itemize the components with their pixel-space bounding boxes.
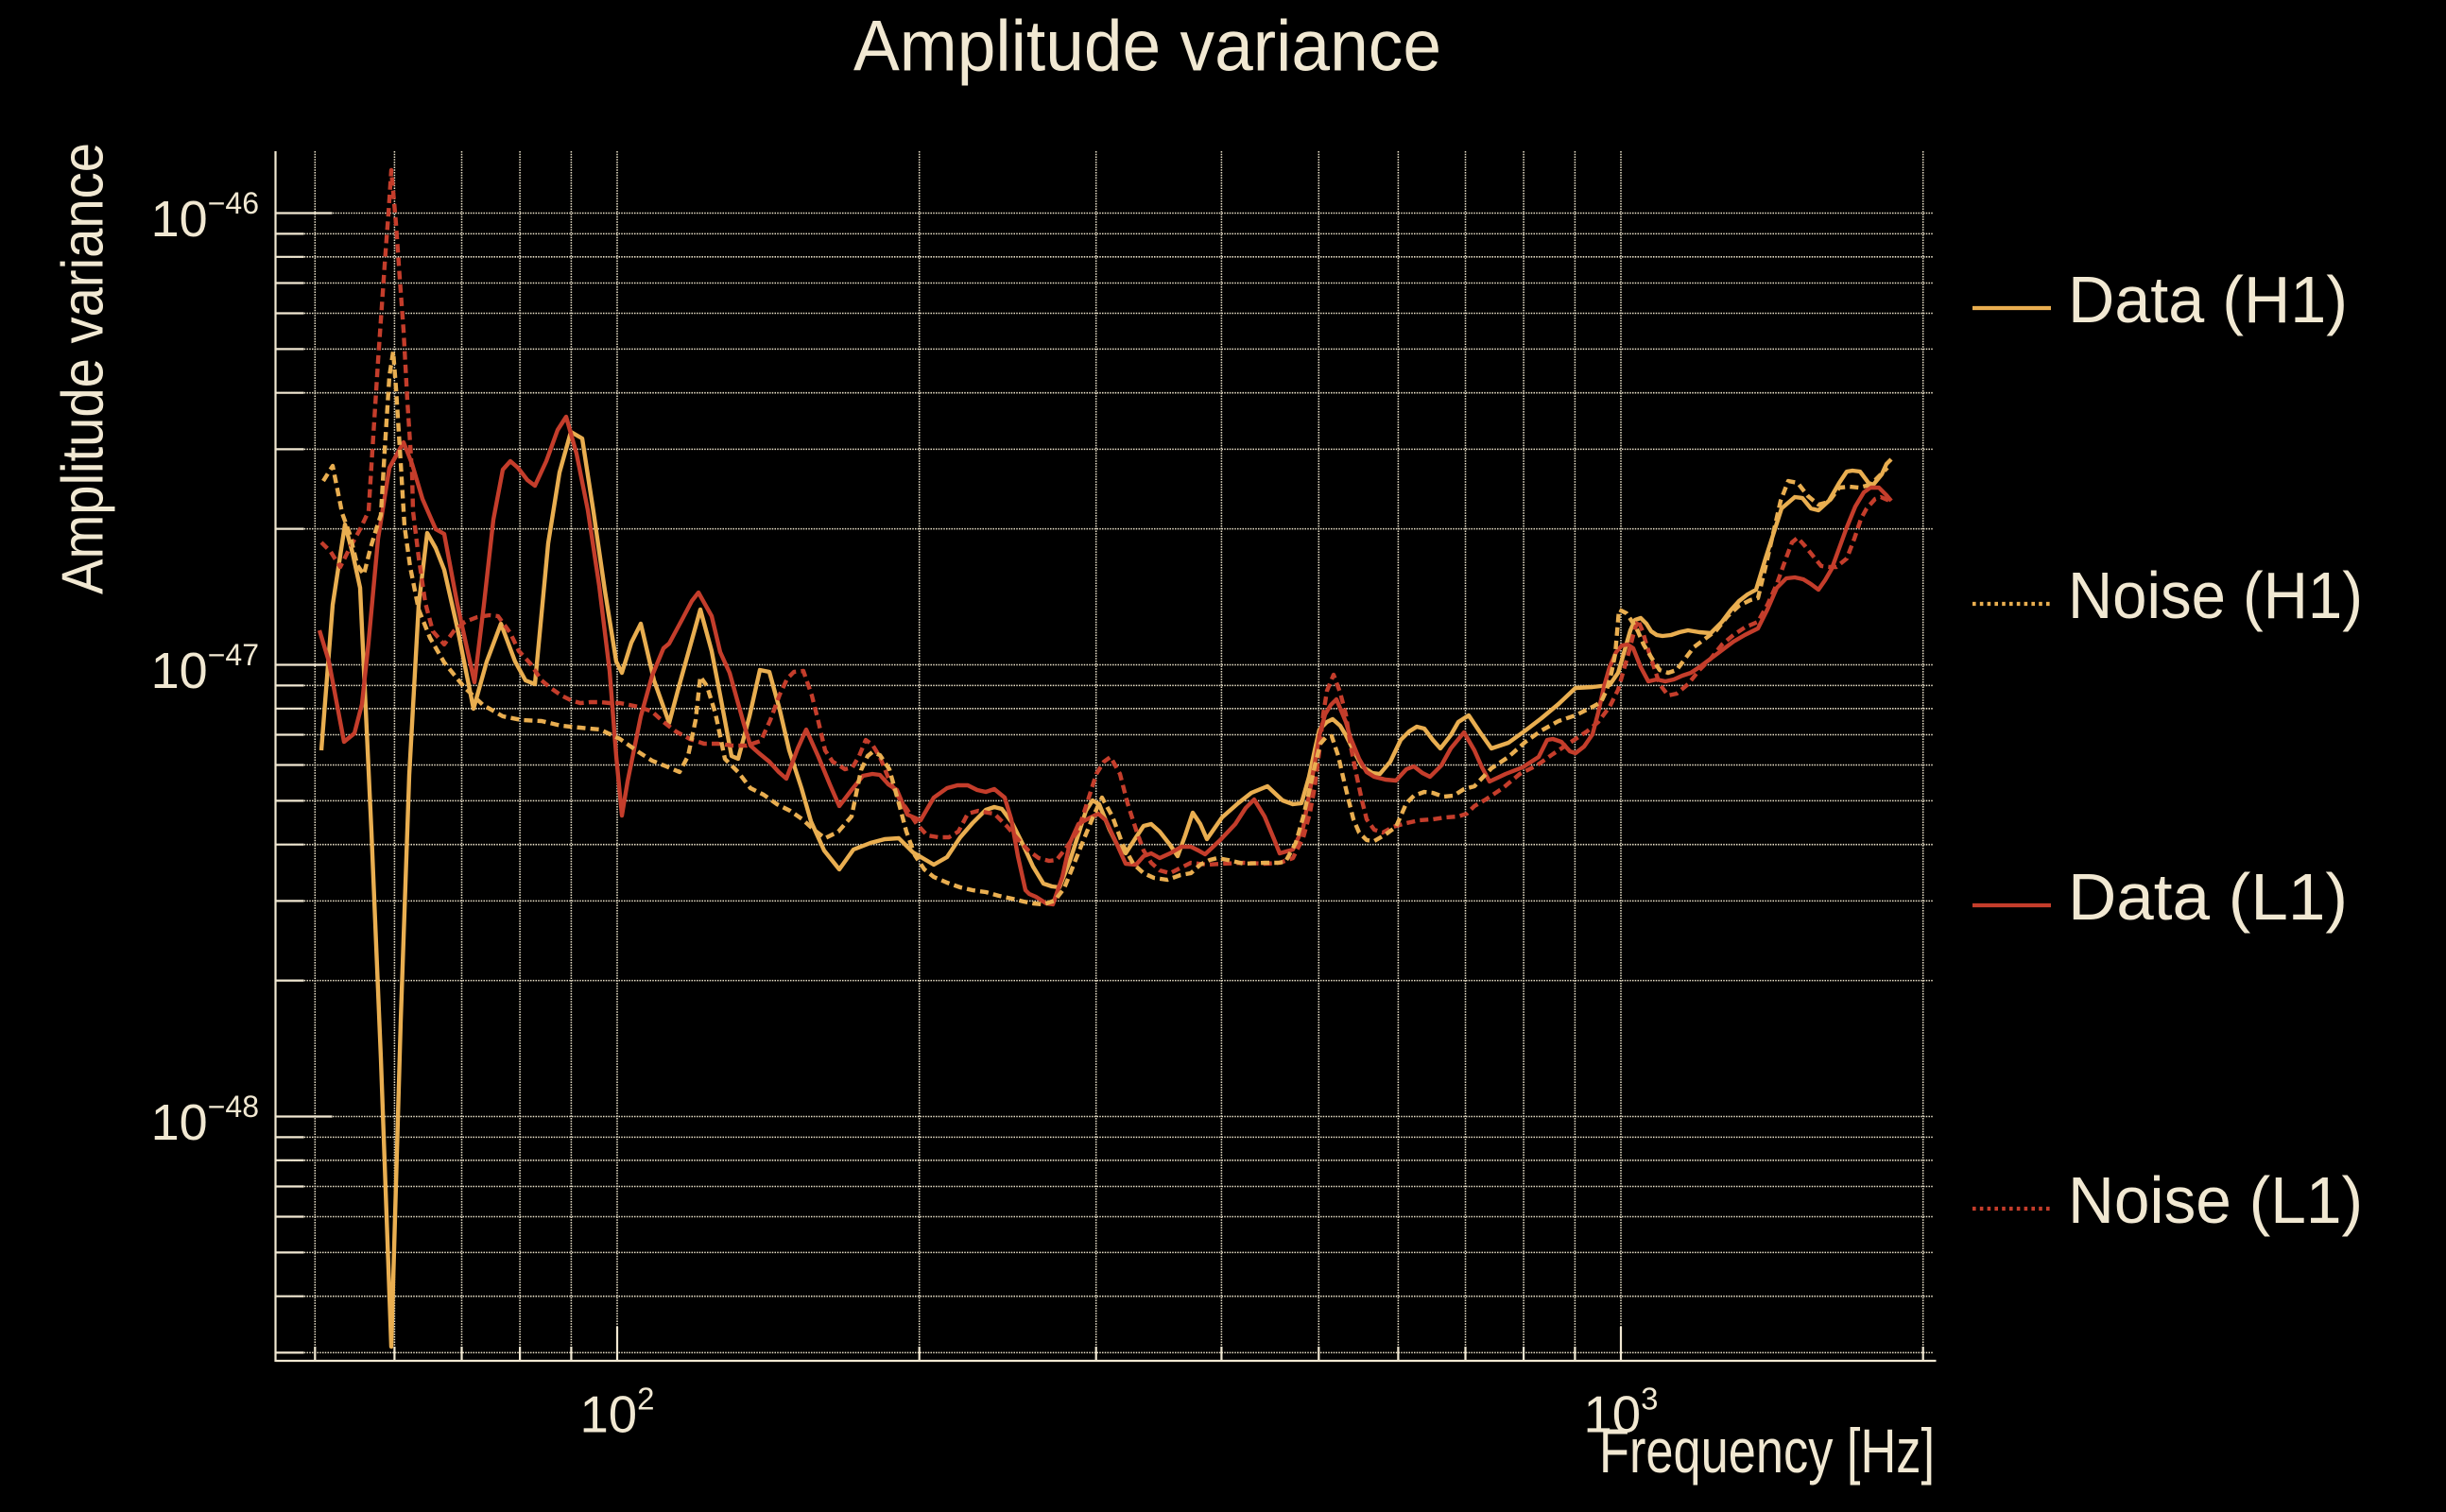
svg-text:Frequency [Hz]: Frequency [Hz] (1599, 1416, 1935, 1486)
svg-text:Amplitude variance: Amplitude variance (51, 143, 116, 594)
svg-text:Noise (L1): Noise (L1) (2068, 1163, 2363, 1237)
svg-text:Data (H1): Data (H1) (2068, 263, 2348, 336)
svg-text:Data (L1): Data (L1) (2068, 860, 2348, 934)
svg-text:Noise (H1): Noise (H1) (2068, 558, 2363, 632)
svg-text:10−48: 10−48 (151, 1090, 259, 1151)
svg-text:Amplitude variance: Amplitude variance (853, 7, 1441, 87)
